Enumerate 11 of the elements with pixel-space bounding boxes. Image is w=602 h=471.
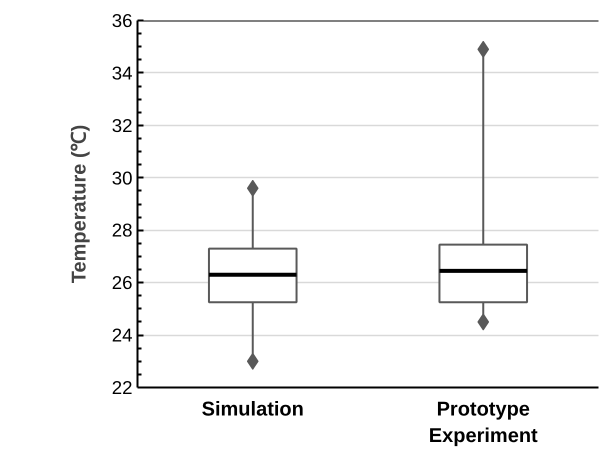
y-tick-label: 28 xyxy=(112,220,133,241)
y-tick-label: 22 xyxy=(112,377,133,398)
y-tick-label: 26 xyxy=(112,272,133,294)
x-tick-label: Prototype Experiment xyxy=(428,398,538,447)
y-tick-label: 30 xyxy=(112,167,133,188)
y-tick-label: 24 xyxy=(112,324,133,346)
y-axis-title: Temperature (℃) xyxy=(68,124,91,284)
y-tick-label: 36 xyxy=(112,10,133,31)
y-tick-label: 34 xyxy=(112,62,133,84)
y-tick-label: 32 xyxy=(112,114,133,136)
x-tick-label: Simulation xyxy=(202,398,304,420)
